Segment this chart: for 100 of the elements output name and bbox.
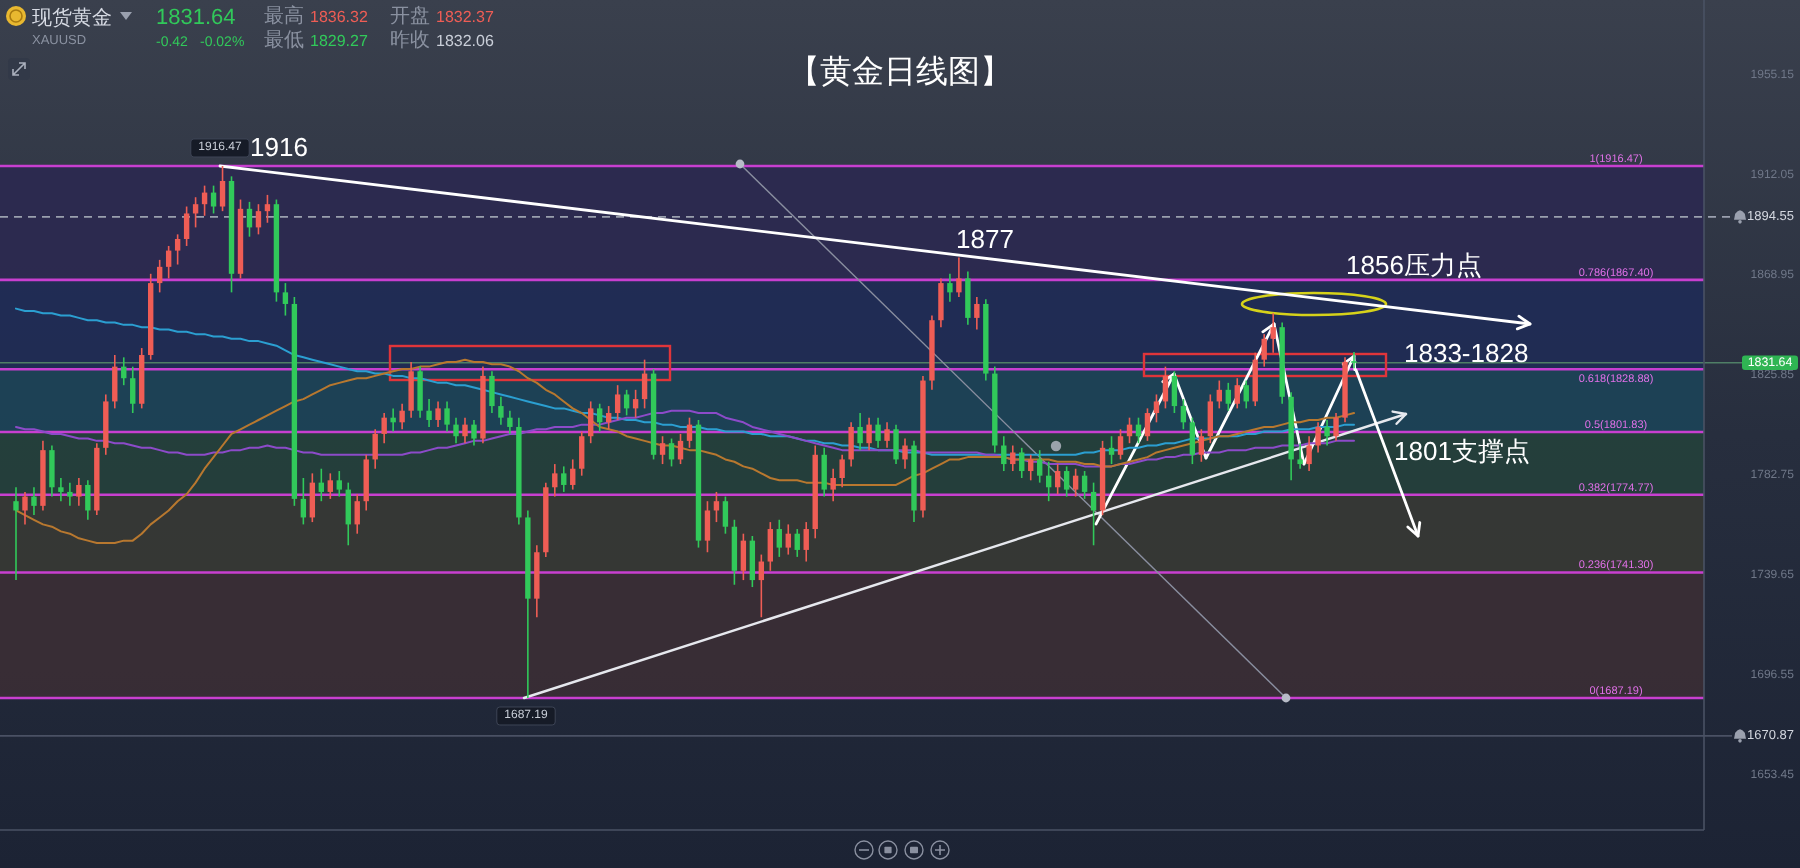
candlestick	[570, 458, 576, 491]
candlestick	[31, 486, 37, 516]
candlestick	[112, 354, 118, 410]
candlestick	[1315, 421, 1321, 454]
candlestick	[354, 493, 360, 535]
candlestick	[875, 416, 881, 449]
candlestick	[1019, 447, 1025, 479]
annotation: 1829.27	[310, 32, 369, 50]
candlestick	[659, 435, 666, 465]
annotation: 昨收	[390, 28, 430, 52]
candlestick	[381, 412, 387, 444]
candlestick	[1144, 407, 1151, 442]
candlestick	[534, 544, 540, 619]
candlestick	[857, 412, 863, 451]
candlestick	[327, 472, 333, 500]
candlestick	[85, 479, 91, 521]
candlestick	[588, 400, 594, 444]
candlestick	[1225, 382, 1231, 412]
candlestick	[309, 472, 316, 523]
candlestick	[668, 437, 675, 468]
candlestick	[1108, 435, 1115, 465]
candlestick	[1001, 435, 1007, 472]
candlestick	[848, 421, 854, 468]
candlestick	[462, 416, 468, 444]
candlestick	[623, 389, 630, 417]
candlestick	[1162, 365, 1169, 410]
candlestick	[902, 437, 908, 470]
candlestick	[1234, 377, 1240, 410]
candlestick	[1252, 351, 1258, 407]
annotation: 1916	[250, 132, 308, 162]
candlestick	[156, 259, 163, 294]
candlestick	[130, 365, 136, 414]
candlestick	[417, 365, 423, 419]
candlestick	[1063, 465, 1070, 498]
candlestick	[597, 402, 603, 433]
candlestick	[1198, 428, 1205, 463]
candlestick	[192, 196, 199, 229]
annotation: 1832.37	[436, 8, 495, 26]
candlestick	[947, 273, 953, 303]
annotation: 1856压力点	[1346, 250, 1482, 280]
candlestick	[372, 428, 378, 470]
candlestick	[1081, 470, 1088, 500]
candlestick	[785, 523, 791, 556]
candlestick	[1306, 435, 1312, 472]
candlestick	[956, 256, 962, 298]
candlestick	[1054, 463, 1061, 496]
candlestick	[1270, 312, 1276, 354]
text: 【黄金日线图】	[788, 54, 1012, 90]
candlestick	[552, 463, 558, 498]
annotation: 开盘	[390, 4, 430, 28]
candlestick	[767, 521, 773, 572]
candlestick	[614, 384, 621, 421]
candlestick	[632, 389, 639, 419]
candlestick	[1243, 379, 1249, 410]
candlestick	[363, 453, 369, 512]
candlestick	[76, 477, 82, 507]
candlestick	[210, 184, 217, 215]
candlestick	[1090, 481, 1097, 547]
candlestick	[803, 521, 809, 563]
candlestick	[399, 402, 405, 431]
annotation: 1836.32	[310, 8, 369, 26]
candlestick	[830, 467, 836, 502]
annotation: 1831.64	[156, 6, 236, 30]
candlestick	[1333, 412, 1339, 442]
candlestick	[183, 205, 190, 247]
candlestick	[722, 495, 729, 535]
text: 1801支撑点	[1394, 436, 1530, 466]
annotation: 1832.06	[436, 32, 495, 50]
candlestick	[13, 486, 19, 581]
candlestick	[1189, 416, 1196, 465]
candlestick	[974, 296, 980, 331]
line-series	[15, 358, 1355, 544]
candlestick	[219, 165, 226, 212]
candlestick	[282, 282, 289, 317]
candlestick	[1180, 398, 1187, 431]
candlestick	[749, 535, 756, 588]
candlestick	[1171, 370, 1178, 414]
candlestick	[1153, 393, 1160, 424]
candlestick	[426, 398, 432, 428]
chart-subtitle: 现货黄金	[32, 6, 112, 30]
candlestick	[471, 419, 477, 447]
candlestick	[579, 430, 585, 477]
candlestick	[165, 245, 172, 280]
candlestick	[58, 477, 64, 502]
candlestick	[1037, 449, 1043, 484]
candlestick	[884, 421, 890, 449]
candlestick	[174, 233, 181, 266]
candlestick	[255, 203, 262, 236]
candlestick	[1117, 428, 1124, 461]
candlestick	[1261, 333, 1267, 368]
candlestick	[866, 416, 872, 451]
candlestick	[731, 518, 738, 586]
candlestick	[49, 444, 55, 498]
candlestick	[498, 395, 504, 426]
candlestick	[336, 470, 342, 498]
candlestick	[677, 433, 684, 465]
candlestick	[839, 453, 845, 489]
candlestick	[776, 518, 782, 558]
candlestick	[264, 194, 271, 224]
candlestick	[821, 447, 827, 498]
